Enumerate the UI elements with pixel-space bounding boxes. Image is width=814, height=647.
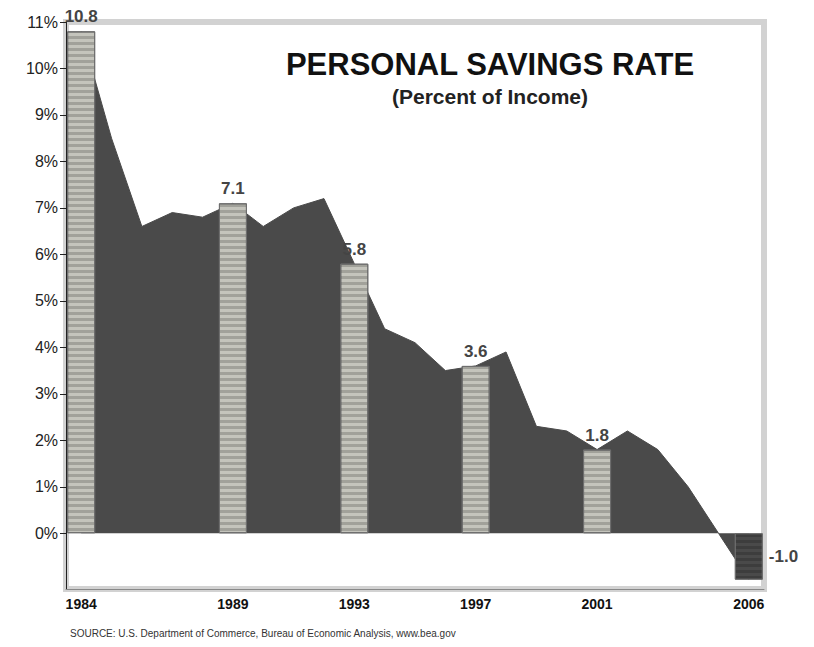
svg-text:2006: 2006 — [733, 596, 764, 612]
svg-text:4%: 4% — [35, 339, 58, 356]
svg-text:1989: 1989 — [217, 596, 248, 612]
svg-text:8%: 8% — [35, 153, 58, 170]
svg-text:(Percent of Income): (Percent of Income) — [392, 85, 588, 108]
svg-text:5.8: 5.8 — [342, 240, 366, 259]
svg-text:1984: 1984 — [66, 596, 97, 612]
svg-text:11%: 11% — [27, 14, 58, 31]
svg-text:10.8: 10.8 — [65, 7, 98, 26]
svg-text:1%: 1% — [35, 478, 58, 495]
svg-text:2%: 2% — [35, 432, 58, 449]
svg-text:1.8: 1.8 — [585, 426, 609, 445]
svg-text:-1.0: -1.0 — [769, 547, 798, 566]
svg-text:7.1: 7.1 — [221, 179, 245, 198]
svg-text:6%: 6% — [35, 246, 58, 263]
svg-text:3.6: 3.6 — [464, 342, 488, 361]
svg-text:1993: 1993 — [339, 596, 370, 612]
svg-text:PERSONAL SAVINGS RATE: PERSONAL SAVINGS RATE — [286, 47, 694, 82]
svg-text:1997: 1997 — [460, 596, 491, 612]
svg-text:SOURCE: U.S. Department of Com: SOURCE: U.S. Department of Commerce, Bur… — [70, 628, 456, 639]
svg-text:10%: 10% — [26, 60, 58, 77]
svg-text:7%: 7% — [35, 199, 58, 216]
svg-text:5%: 5% — [35, 292, 58, 309]
svg-text:3%: 3% — [35, 385, 58, 402]
svg-text:0%: 0% — [35, 525, 58, 542]
svg-text:2001: 2001 — [582, 596, 613, 612]
svg-text:9%: 9% — [35, 106, 58, 123]
